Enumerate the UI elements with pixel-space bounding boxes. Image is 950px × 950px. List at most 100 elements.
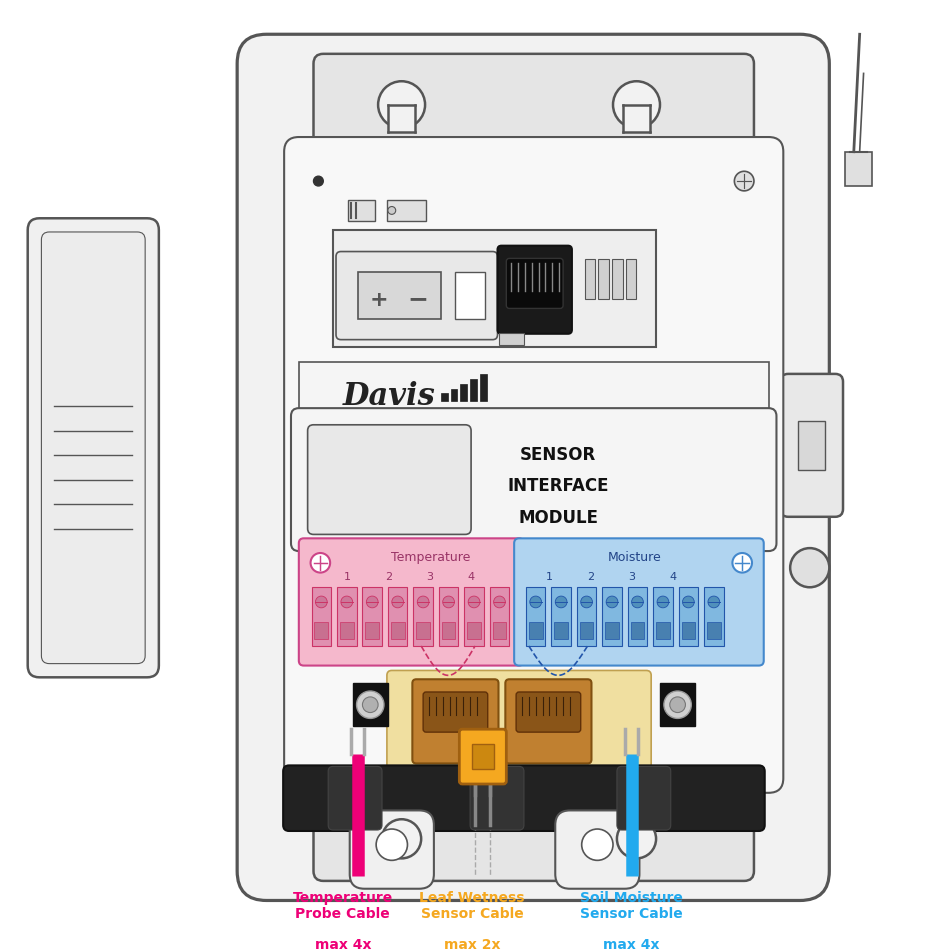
Bar <box>704 587 724 646</box>
Bar <box>602 587 622 646</box>
Text: Soil Moisture
Sensor Cable: Soil Moisture Sensor Cable <box>580 891 683 921</box>
Bar <box>707 621 721 639</box>
Bar <box>390 621 405 639</box>
FancyBboxPatch shape <box>299 539 524 666</box>
FancyBboxPatch shape <box>336 252 498 340</box>
Text: 2: 2 <box>386 573 392 582</box>
FancyBboxPatch shape <box>423 692 487 732</box>
Bar <box>678 587 698 646</box>
Text: Temperature: Temperature <box>391 551 470 564</box>
Circle shape <box>388 206 396 215</box>
Bar <box>340 621 353 639</box>
Bar <box>493 621 506 639</box>
Bar <box>489 587 509 646</box>
Text: 3: 3 <box>628 573 636 582</box>
FancyBboxPatch shape <box>42 232 145 664</box>
FancyBboxPatch shape <box>412 679 499 764</box>
Circle shape <box>708 596 720 608</box>
Circle shape <box>376 829 408 861</box>
Bar <box>312 587 332 646</box>
Bar <box>656 621 670 639</box>
FancyBboxPatch shape <box>387 671 651 773</box>
Bar <box>480 374 486 401</box>
FancyBboxPatch shape <box>780 374 843 517</box>
Bar <box>554 621 568 639</box>
Text: SENSOR: SENSOR <box>520 446 597 465</box>
Bar <box>467 621 481 639</box>
Bar <box>798 421 826 470</box>
Circle shape <box>734 171 754 191</box>
FancyBboxPatch shape <box>516 692 580 732</box>
Circle shape <box>367 596 378 608</box>
Circle shape <box>617 819 656 859</box>
Bar <box>439 587 458 646</box>
Circle shape <box>555 596 567 608</box>
Circle shape <box>314 176 323 186</box>
Bar <box>363 587 382 646</box>
FancyBboxPatch shape <box>291 408 776 551</box>
Bar <box>416 621 430 639</box>
FancyBboxPatch shape <box>514 539 764 666</box>
Text: Moisture: Moisture <box>608 551 661 564</box>
Text: 3: 3 <box>427 573 433 582</box>
Circle shape <box>790 548 829 587</box>
Bar <box>660 683 695 726</box>
Bar <box>526 587 545 646</box>
Bar <box>584 259 596 298</box>
Bar <box>631 621 644 639</box>
Text: MODULE: MODULE <box>518 509 598 526</box>
Bar <box>577 587 597 646</box>
Circle shape <box>391 596 404 608</box>
FancyBboxPatch shape <box>283 766 765 831</box>
Bar <box>333 230 656 348</box>
Bar <box>387 200 426 221</box>
Text: max 4x: max 4x <box>314 938 371 950</box>
Bar <box>580 621 594 639</box>
Text: 2: 2 <box>587 573 594 582</box>
Bar <box>413 587 433 646</box>
Text: Leaf Wetness
Sensor Cable: Leaf Wetness Sensor Cable <box>419 891 524 921</box>
Bar <box>472 744 494 770</box>
Bar <box>626 259 637 298</box>
Circle shape <box>378 82 425 128</box>
Circle shape <box>732 553 752 573</box>
Circle shape <box>311 553 331 573</box>
FancyBboxPatch shape <box>498 246 572 333</box>
FancyBboxPatch shape <box>284 137 784 793</box>
Circle shape <box>613 82 660 128</box>
Text: Davis: Davis <box>343 381 436 412</box>
FancyBboxPatch shape <box>505 679 592 764</box>
FancyBboxPatch shape <box>308 425 471 535</box>
Circle shape <box>468 596 480 608</box>
FancyBboxPatch shape <box>238 34 829 901</box>
Bar <box>628 587 647 646</box>
Bar <box>357 272 441 319</box>
Circle shape <box>657 596 669 608</box>
Circle shape <box>632 596 643 608</box>
Circle shape <box>580 596 593 608</box>
Bar <box>465 587 484 646</box>
Circle shape <box>670 697 686 712</box>
Circle shape <box>363 697 378 712</box>
Circle shape <box>494 596 505 608</box>
Bar <box>500 332 524 345</box>
Bar <box>441 393 447 401</box>
Circle shape <box>530 596 541 608</box>
Circle shape <box>581 829 613 861</box>
FancyBboxPatch shape <box>506 258 563 309</box>
FancyBboxPatch shape <box>328 767 382 830</box>
FancyBboxPatch shape <box>470 767 524 830</box>
Bar <box>450 389 457 401</box>
Bar <box>598 259 609 298</box>
Bar <box>612 259 623 298</box>
FancyBboxPatch shape <box>617 767 671 830</box>
Bar <box>348 200 375 221</box>
Bar <box>442 621 455 639</box>
Bar <box>551 587 571 646</box>
Bar <box>529 621 542 639</box>
Circle shape <box>664 691 692 718</box>
Text: 4: 4 <box>669 573 676 582</box>
Bar <box>352 683 388 726</box>
Text: max 2x: max 2x <box>444 938 501 950</box>
Bar <box>299 362 769 416</box>
